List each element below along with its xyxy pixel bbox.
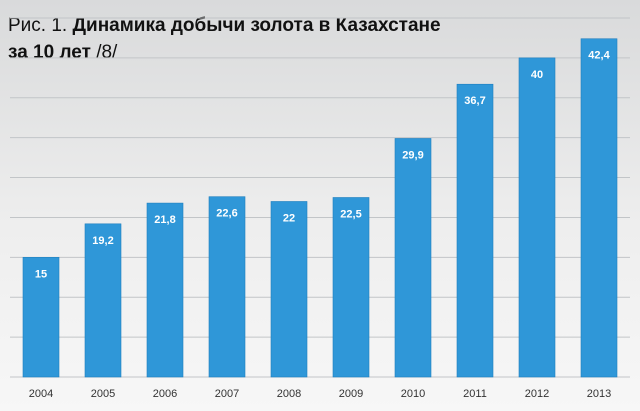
bar-2012 <box>518 57 556 378</box>
bar-2011 <box>456 83 494 378</box>
x-tick-label: 2011 <box>463 388 487 400</box>
value-label: 19,2 <box>92 235 113 247</box>
x-tick-label: 2010 <box>401 388 425 400</box>
value-label: 21,8 <box>154 214 175 226</box>
chart-title-line1: Динамика добычи золота в Казахстане <box>72 15 441 36</box>
value-label: 42,4 <box>588 50 610 62</box>
bar-2007 <box>208 196 246 378</box>
value-labels: 15 19,2 21,8 22,6 22 22,5 29,9 36,7 40 42,4 <box>35 50 611 281</box>
bar-2006 <box>146 202 184 378</box>
x-tick-labels: 2004 2005 2006 2007 2008 2009 2010 2011 2012 2013 <box>29 388 611 400</box>
x-tick-label: 2012 <box>525 388 549 400</box>
figure-number: Рис. 1. <box>8 15 68 36</box>
value-label: 15 <box>35 268 47 280</box>
value-label: 36,7 <box>464 95 485 107</box>
x-tick-label: 2004 <box>29 388 53 400</box>
value-label: 22,5 <box>340 209 361 221</box>
x-tick-label: 2006 <box>153 388 177 400</box>
bar-2013 <box>580 38 618 378</box>
value-label: 22 <box>283 212 295 224</box>
x-tick-label: 2013 <box>587 388 611 400</box>
bar-2004 <box>22 257 60 378</box>
value-label: 22,6 <box>216 208 237 220</box>
bar-2010 <box>394 138 432 378</box>
x-tick-label: 2007 <box>215 388 239 400</box>
bars <box>22 38 618 378</box>
x-tick-label: 2008 <box>277 388 301 400</box>
value-label: 29,9 <box>402 149 423 161</box>
bar-2005 <box>84 223 122 378</box>
value-label: 40 <box>531 69 543 81</box>
x-tick-label: 2005 <box>91 388 115 400</box>
bar-2008 <box>270 201 308 378</box>
bar-2009 <box>332 197 370 378</box>
x-tick-label: 2009 <box>339 388 363 400</box>
